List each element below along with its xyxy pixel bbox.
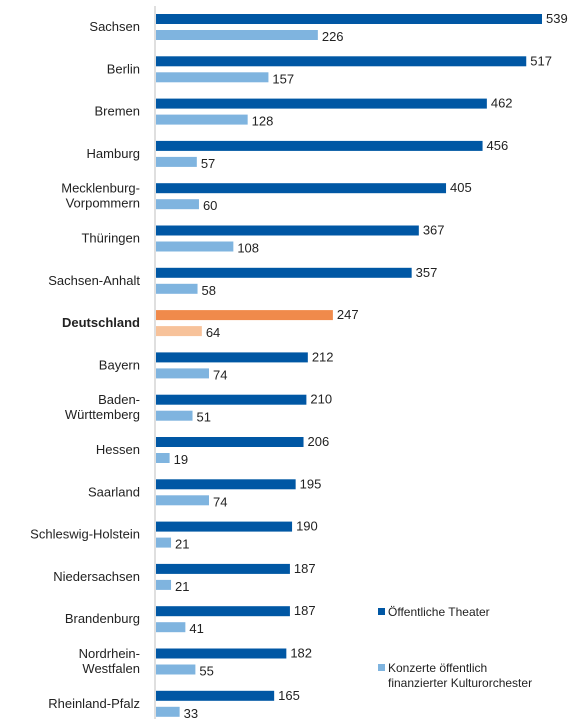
category-label: Hamburg: [87, 146, 140, 161]
value-label-orchestra: 51: [197, 410, 211, 425]
bar-theater: [156, 563, 290, 574]
bar-theater: [156, 521, 293, 532]
category-label: Baden-Württemberg: [65, 392, 140, 422]
bar-orchestra: [156, 495, 209, 506]
legend-label-orchestra: Konzerte öffentlich finanzierter Kulturor…: [388, 661, 532, 690]
legend-swatch-theater: [378, 608, 385, 615]
bar-theater: [156, 479, 296, 490]
bar-theater: [156, 394, 307, 405]
category-label: Deutschland: [62, 315, 140, 330]
bar-theater: [156, 690, 275, 701]
category-label: Sachsen: [89, 19, 140, 34]
bar-theater: [156, 267, 412, 278]
value-label-orchestra: 157: [272, 71, 294, 86]
value-label-theater: 517: [530, 53, 552, 68]
value-label-theater: 212: [312, 349, 334, 364]
category-label: Saarland: [88, 484, 140, 499]
bar-orchestra: [156, 706, 180, 717]
value-label-theater: 462: [491, 96, 513, 111]
value-label-orchestra: 108: [237, 241, 259, 256]
bar-theater: [156, 140, 483, 151]
category-label: Bremen: [94, 104, 140, 119]
value-label-orchestra: 226: [322, 29, 344, 44]
bar-orchestra: [156, 622, 186, 633]
bar-orchestra: [156, 453, 170, 463]
bar-theater: [156, 310, 333, 321]
value-label-theater: 456: [487, 138, 509, 153]
bar-orchestra: [156, 156, 197, 167]
value-label-orchestra: 64: [206, 325, 220, 340]
value-label-orchestra: 21: [175, 537, 189, 552]
category-label: Schleswig-Holstein: [30, 527, 140, 542]
bar-theater: [156, 14, 542, 24]
bar-theater: [156, 183, 447, 194]
bar-theater: [156, 606, 290, 617]
value-label-theater: 195: [300, 476, 322, 491]
value-label-orchestra: 21: [175, 579, 189, 594]
bar-orchestra: [156, 537, 172, 548]
category-label: Thüringen: [81, 231, 140, 246]
bar-orchestra: [156, 664, 196, 675]
bar-orchestra: [156, 199, 199, 210]
value-label-theater: 367: [423, 223, 445, 238]
category-label: Mecklenburg-Vorpommern: [61, 181, 140, 211]
bar-orchestra: [156, 241, 234, 252]
bar-orchestra: [156, 72, 269, 83]
value-label-theater: 165: [278, 688, 300, 703]
value-label-orchestra: 128: [252, 114, 274, 129]
legend-label-theater: Öffentliche Theater: [388, 605, 490, 619]
legend-swatch-orchestra: [378, 664, 385, 671]
value-label-theater: 206: [308, 434, 330, 449]
bar-orchestra: [156, 410, 193, 421]
value-label-orchestra: 55: [199, 664, 213, 679]
bar-theater: [156, 56, 527, 67]
value-label-orchestra: 60: [203, 198, 217, 213]
value-label-orchestra: 58: [202, 283, 216, 298]
value-label-theater: 357: [416, 265, 438, 280]
bar-theater: [156, 648, 287, 659]
bar-orchestra: [156, 283, 198, 294]
bar-orchestra: [156, 114, 248, 125]
bar-theater: [156, 225, 419, 236]
bar-orchestra: [156, 579, 172, 590]
bar-orchestra: [156, 326, 202, 337]
value-label-theater: 190: [296, 519, 318, 534]
value-label-theater: 210: [310, 392, 332, 407]
bar-theater: [156, 352, 308, 363]
category-label: Berlin: [107, 61, 140, 76]
category-label: Hessen: [96, 442, 140, 457]
value-label-theater: 405: [450, 180, 472, 195]
value-label-orchestra: 74: [213, 494, 227, 509]
category-label: Niedersachsen: [53, 569, 140, 584]
value-label-theater: 187: [294, 561, 316, 576]
value-label-orchestra: 74: [213, 367, 227, 382]
category-label: Sachsen-Anhalt: [48, 273, 140, 288]
category-label: Bayern: [99, 357, 140, 372]
value-label-theater: 187: [294, 603, 316, 618]
bar-theater: [156, 437, 304, 447]
value-label-theater: 182: [290, 646, 312, 661]
category-label: Nordrhein-Westfalen: [79, 646, 140, 676]
value-label-orchestra: 33: [184, 706, 198, 719]
category-label: Rheinland-Pfalz: [48, 696, 140, 711]
value-label-orchestra: 57: [201, 156, 215, 171]
bar-orchestra: [156, 30, 318, 40]
value-label-theater: 247: [337, 307, 359, 322]
value-label-orchestra: 19: [174, 452, 188, 467]
value-label-orchestra: 41: [189, 621, 203, 636]
bar-theater: [156, 98, 487, 109]
category-label: Brandenburg: [65, 611, 140, 626]
value-label-theater: 539: [546, 11, 568, 26]
bar-orchestra: [156, 368, 209, 379]
